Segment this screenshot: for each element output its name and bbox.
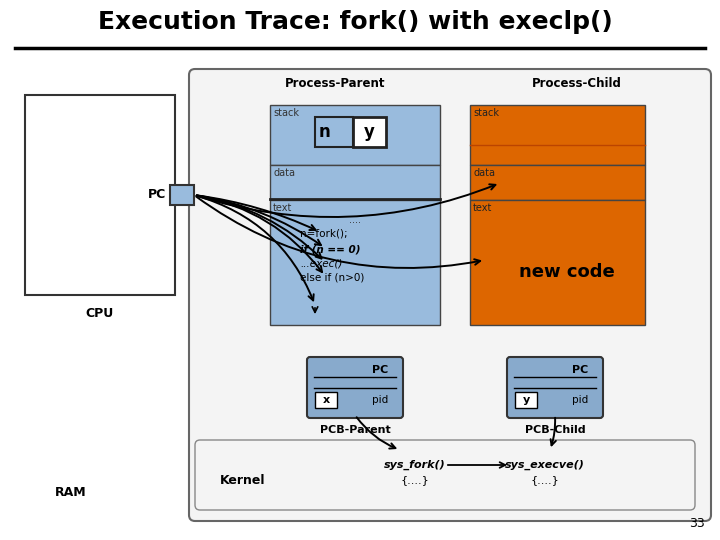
Text: {....}: {....} <box>531 475 559 485</box>
Bar <box>315 117 353 147</box>
Text: CPU: CPU <box>86 307 114 320</box>
FancyBboxPatch shape <box>307 357 403 418</box>
Text: y: y <box>364 123 374 141</box>
Text: sys_execve(): sys_execve() <box>505 460 585 470</box>
Text: PC: PC <box>372 365 388 375</box>
Bar <box>315 392 337 408</box>
Bar <box>515 392 537 408</box>
Text: x: x <box>323 395 330 405</box>
Text: PC: PC <box>148 188 166 201</box>
FancyBboxPatch shape <box>189 69 711 521</box>
Text: Execution Trace: fork() with execlp(): Execution Trace: fork() with execlp() <box>98 10 613 34</box>
Bar <box>353 117 386 147</box>
Bar <box>470 165 645 200</box>
Text: ....: .... <box>349 215 361 225</box>
Text: PC: PC <box>572 365 588 375</box>
Bar <box>25 95 175 295</box>
Text: y: y <box>523 395 530 405</box>
Text: data: data <box>473 168 495 178</box>
Text: {....}: {....} <box>400 475 429 485</box>
Text: ...exec(): ...exec() <box>300 258 343 268</box>
Bar <box>470 105 645 165</box>
Bar <box>470 200 645 325</box>
Text: PCB-Child: PCB-Child <box>525 425 585 435</box>
Text: n: n <box>319 123 331 141</box>
Text: else if (n>0): else if (n>0) <box>300 272 364 282</box>
FancyBboxPatch shape <box>195 440 695 510</box>
Text: 33: 33 <box>689 517 705 530</box>
Bar <box>270 105 440 165</box>
Text: if (n == 0): if (n == 0) <box>300 244 361 254</box>
Bar <box>170 185 194 205</box>
Text: Process-Child: Process-Child <box>532 77 622 90</box>
Text: Kernel: Kernel <box>220 474 266 487</box>
Text: stack: stack <box>473 108 499 118</box>
Text: Process-Parent: Process-Parent <box>284 77 385 90</box>
Text: data: data <box>273 168 295 178</box>
Text: pid: pid <box>372 395 388 405</box>
Text: stack: stack <box>273 108 299 118</box>
Text: pid: pid <box>572 395 588 405</box>
Text: sys_fork(): sys_fork() <box>384 460 446 470</box>
Text: text: text <box>473 203 492 213</box>
Text: text: text <box>273 203 292 213</box>
FancyBboxPatch shape <box>507 357 603 418</box>
Text: PCB-Parent: PCB-Parent <box>320 425 390 435</box>
Text: n=fork();: n=fork(); <box>300 228 348 238</box>
Text: new code: new code <box>519 263 615 281</box>
Bar <box>270 165 440 200</box>
Text: RAM: RAM <box>55 485 86 498</box>
Bar <box>270 200 440 325</box>
